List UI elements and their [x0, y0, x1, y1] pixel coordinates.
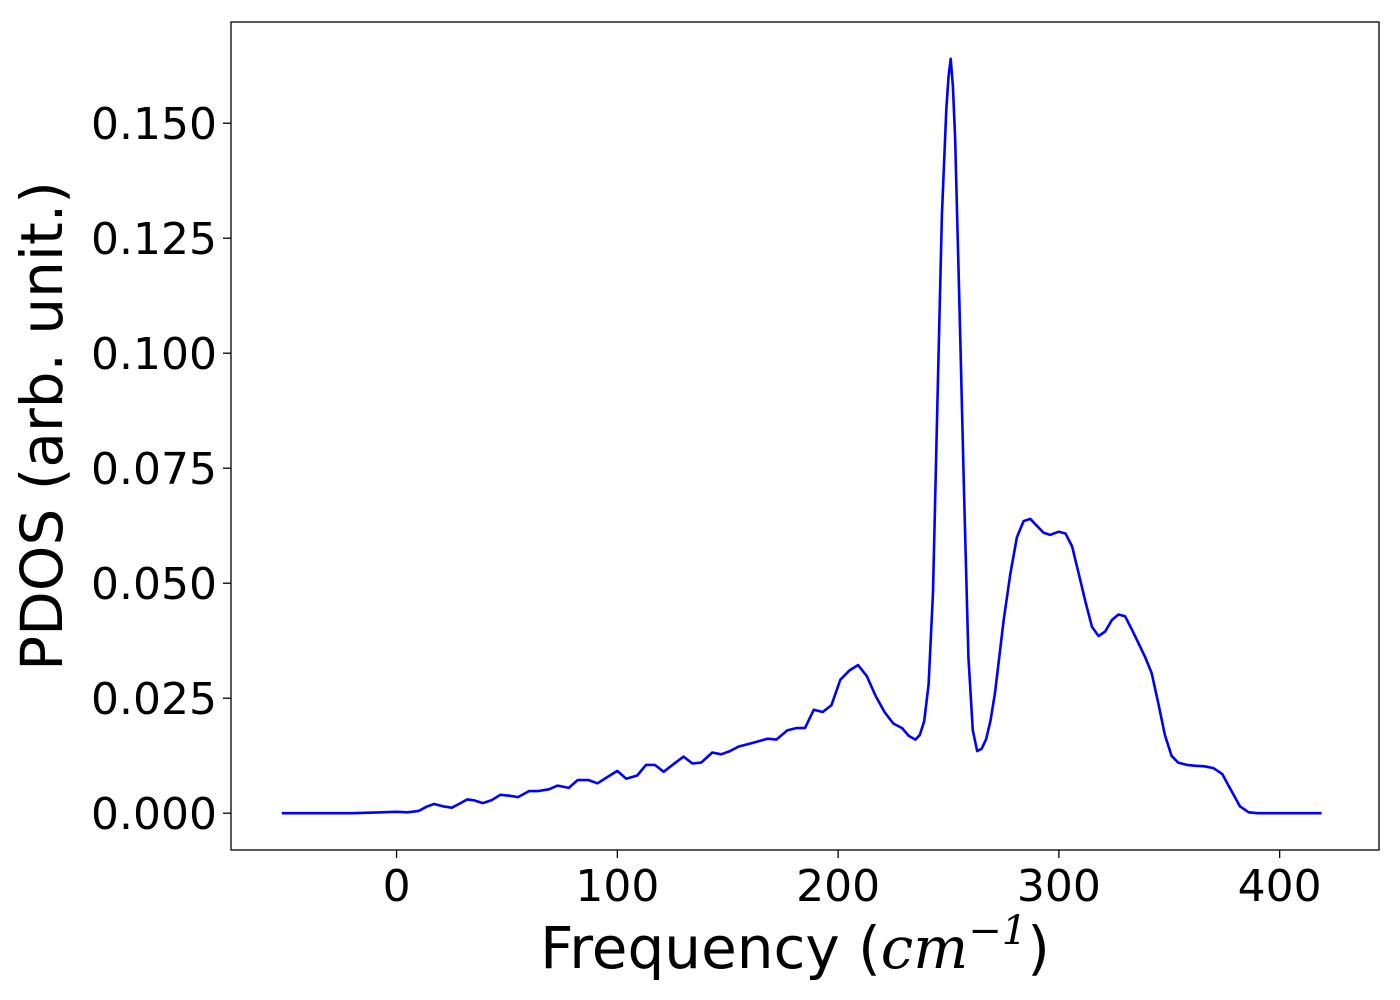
x-tick-label: 200: [796, 861, 880, 912]
x-tick-label: 300: [1017, 861, 1101, 912]
x-tick-label: 0: [383, 861, 411, 912]
y-tick-label: 0.000: [91, 789, 217, 840]
y-tick-label: 0.150: [91, 99, 217, 150]
y-tick-label: 0.125: [91, 214, 217, 265]
series-line-0: [281, 57, 1322, 815]
x-axis-label-unit: cm: [881, 914, 968, 982]
x-axis-label-close: ): [1027, 914, 1050, 982]
y-axis-label: PDOS (arb. unit.): [8, 181, 76, 671]
x-axis-label: Frequency (cm−1): [540, 908, 1050, 982]
axes-frame: [230, 21, 1380, 851]
axis-ticks: 0 100 200 300 400 0.000 0.025 0.050 0.075 0.100 0.…: [91, 99, 1322, 912]
y-tick-label: 0.100: [91, 329, 217, 380]
x-axis-label-exponent: −1: [968, 908, 1027, 954]
x-tick-label: 100: [575, 861, 659, 912]
y-tick-label: 0.075: [91, 444, 217, 495]
y-tick-label: 0.025: [91, 674, 217, 725]
x-axis-label-text: Frequency (: [540, 914, 881, 982]
y-tick-label: 0.050: [91, 559, 217, 610]
x-tick-label: 400: [1238, 861, 1322, 912]
plot-area: [281, 57, 1322, 815]
